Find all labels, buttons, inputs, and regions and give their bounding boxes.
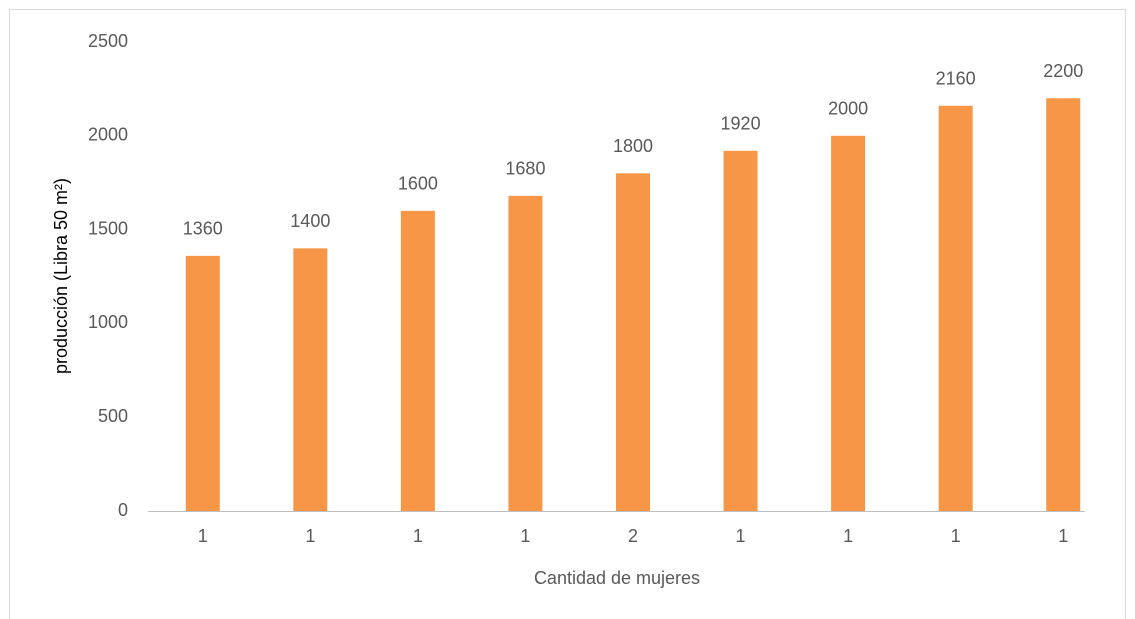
- data-label: 2160: [936, 69, 976, 89]
- y-tick-label: 2000: [88, 125, 128, 145]
- bar: [1046, 98, 1081, 511]
- data-label: 2000: [828, 99, 868, 119]
- x-tick-label: 1: [305, 526, 315, 546]
- bar: [723, 150, 758, 512]
- data-label: 2200: [1043, 61, 1083, 81]
- bar: [293, 248, 328, 512]
- x-tick-label: 1: [198, 526, 208, 546]
- y-tick-label: 0: [118, 500, 128, 520]
- y-axis-label: producción (Libra 50 m²): [51, 178, 71, 374]
- data-label: 1360: [183, 219, 223, 239]
- data-label: 1800: [613, 136, 653, 156]
- bar: [400, 210, 435, 511]
- x-axis-label: Cantidad de mujeres: [534, 568, 700, 588]
- data-label: 1600: [398, 174, 438, 194]
- x-tick-label: 1: [413, 526, 423, 546]
- x-tick-label: 2: [628, 526, 638, 546]
- bar: [185, 255, 220, 511]
- data-label: 1920: [721, 114, 761, 134]
- bar: [616, 173, 650, 511]
- bar: [938, 105, 973, 511]
- x-tick-label: 1: [1058, 526, 1068, 546]
- x-tick-label: 1: [520, 526, 530, 546]
- y-tick-label: 2500: [88, 31, 128, 51]
- y-tick-label: 500: [98, 406, 128, 426]
- bar: [508, 195, 543, 511]
- x-tick-label: 1: [736, 526, 746, 546]
- y-tick-label: 1000: [88, 312, 128, 332]
- bar: [831, 135, 866, 512]
- x-tick-label: 1: [951, 526, 961, 546]
- chart-border: [9, 9, 1126, 619]
- data-label: 1680: [505, 159, 545, 179]
- data-label: 1400: [290, 211, 330, 231]
- x-tick-label: 1: [843, 526, 853, 546]
- y-tick-label: 1500: [88, 218, 128, 238]
